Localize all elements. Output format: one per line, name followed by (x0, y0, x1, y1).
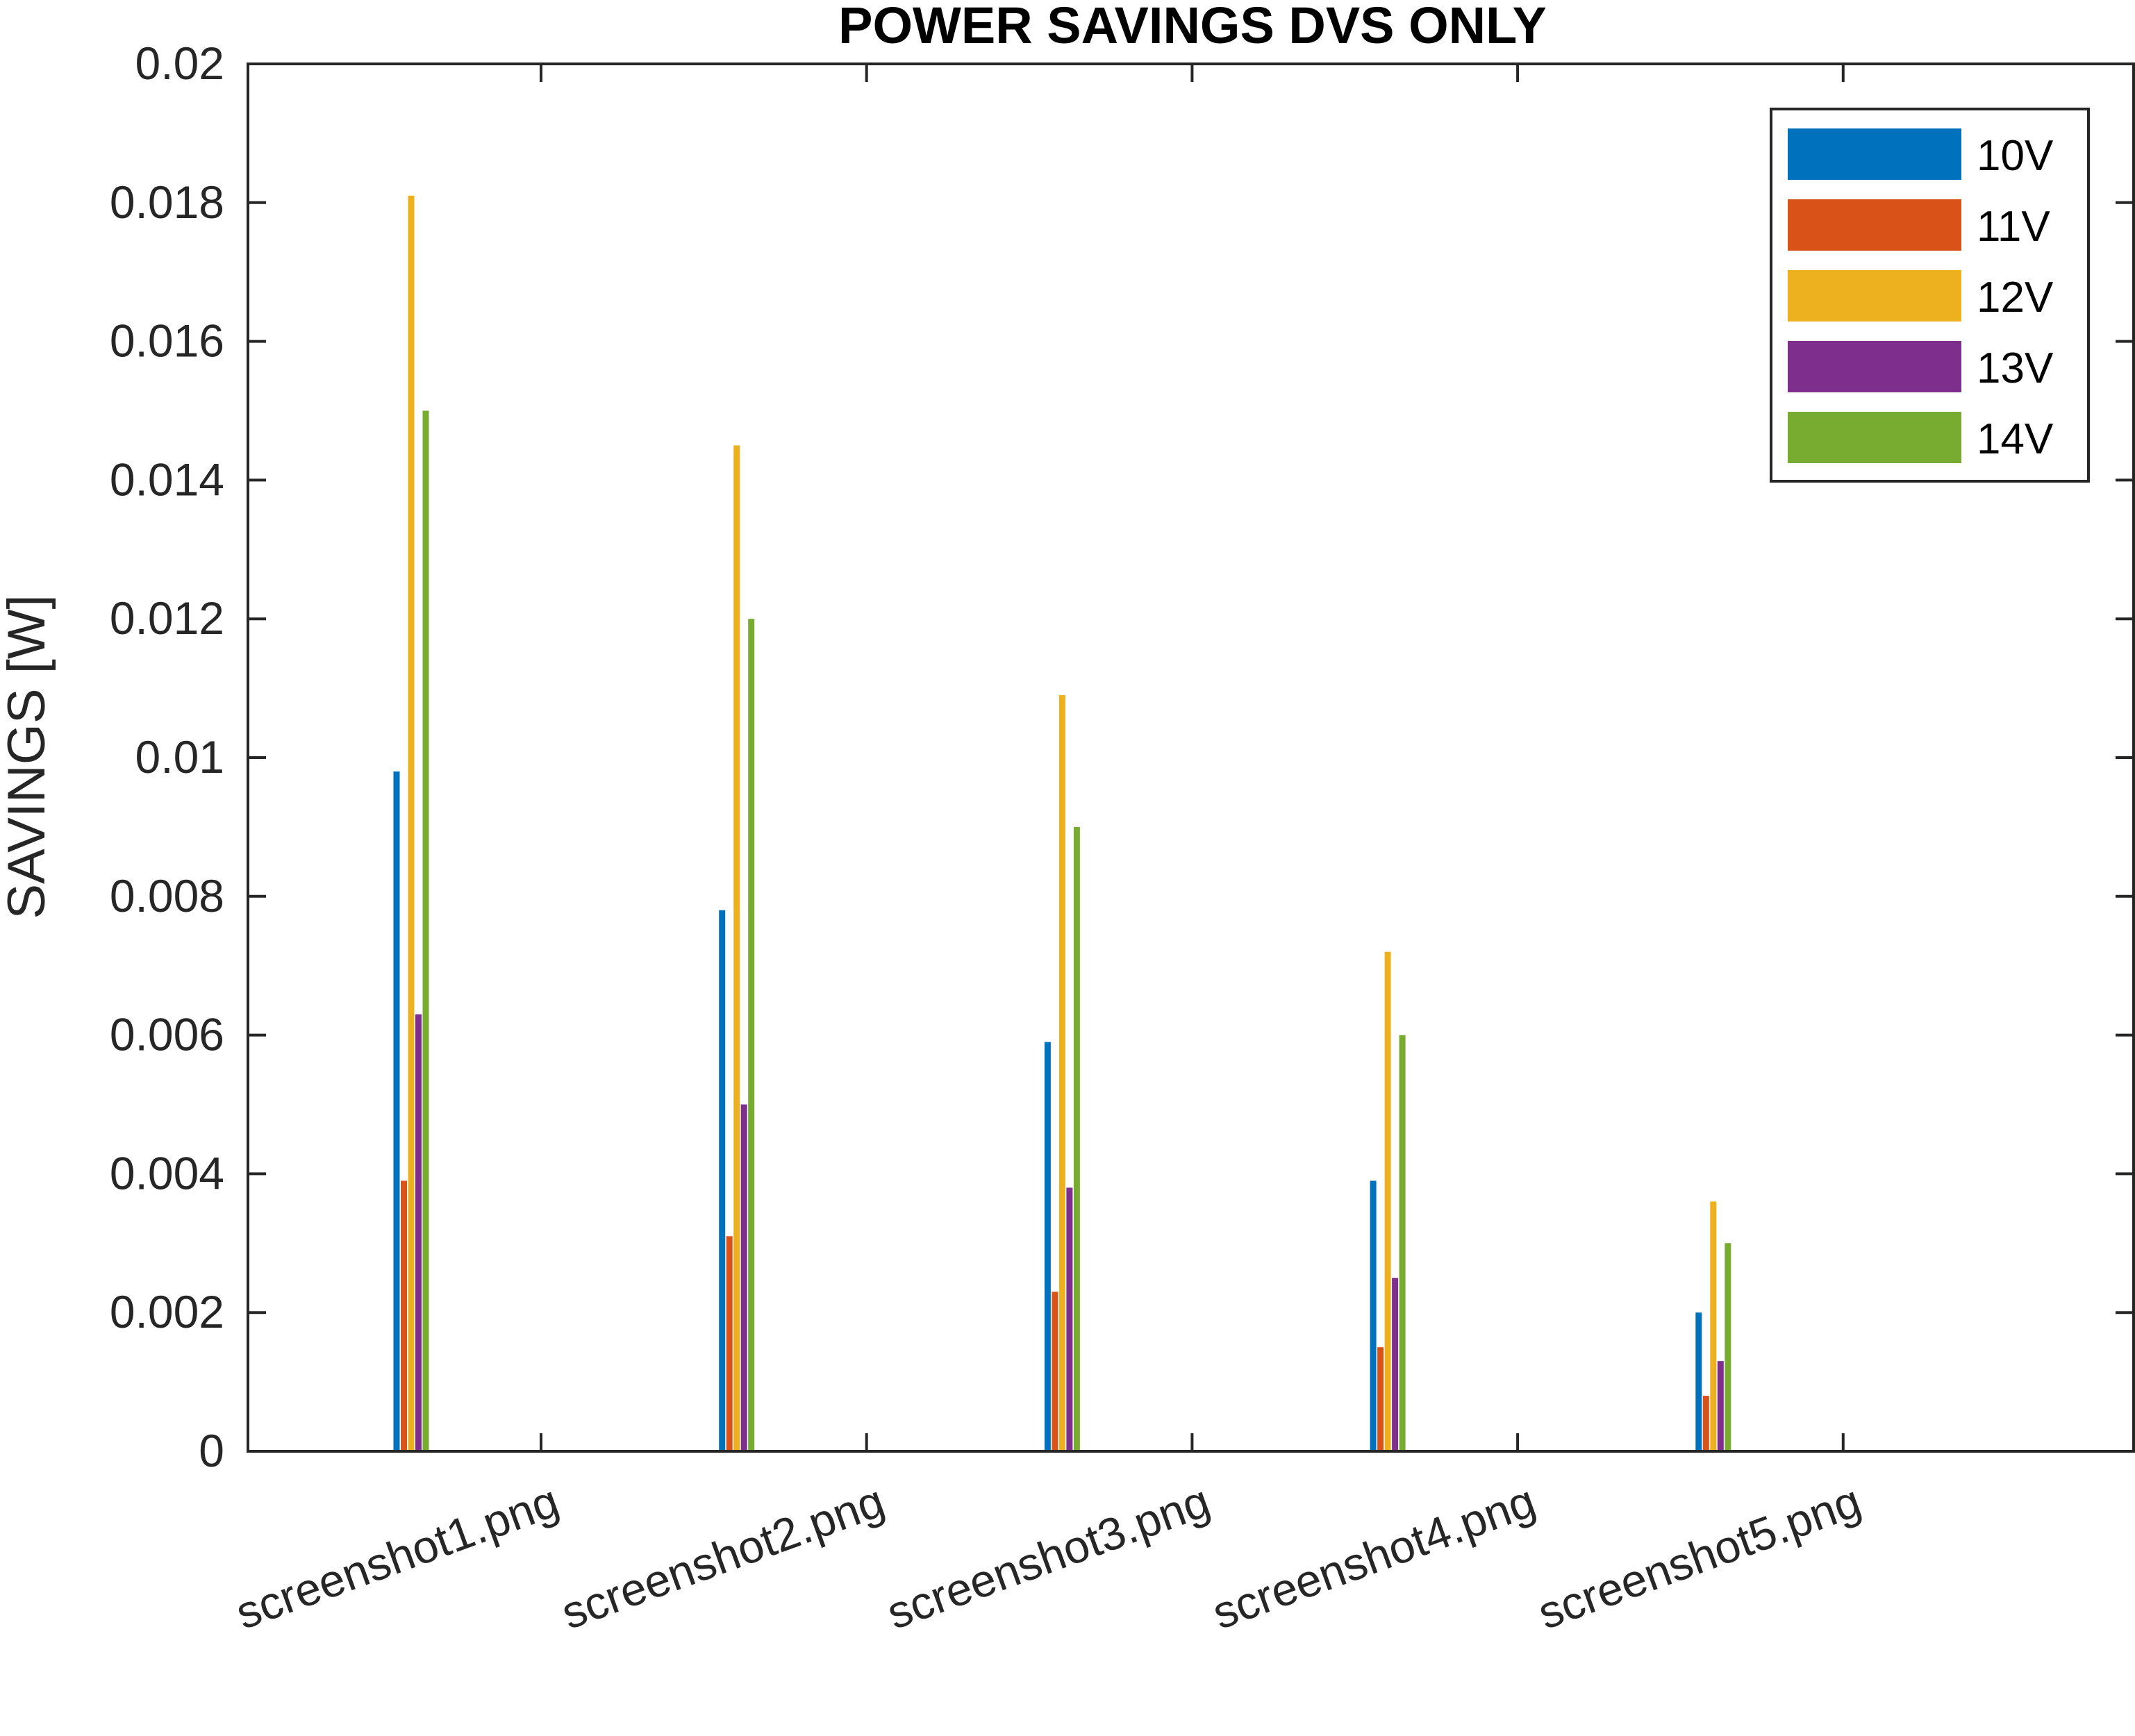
bar (1066, 1187, 1073, 1451)
y-tick-label: 0.008 (110, 870, 224, 921)
legend-label: 13V (1977, 344, 2054, 392)
y-tick-label: 0.018 (110, 176, 224, 228)
y-tick-label: 0.016 (110, 315, 224, 367)
bar (1370, 1180, 1377, 1451)
legend-swatch (1788, 412, 1961, 463)
bars-layer (393, 195, 1731, 1452)
bar (719, 910, 726, 1451)
y-tick-label: 0.002 (110, 1286, 224, 1337)
bar (1377, 1347, 1384, 1451)
x-tick-label: screenshot5.png (1531, 1475, 1868, 1639)
bar (408, 195, 415, 1451)
bar (1052, 1292, 1058, 1451)
bar (1392, 1278, 1399, 1451)
bar (733, 445, 740, 1452)
legend-swatch (1788, 341, 1961, 392)
legend-label: 10V (1977, 132, 2054, 180)
bar (1695, 1312, 1702, 1451)
x-tick-label: screenshot1.png (229, 1475, 565, 1639)
legend-label: 11V (1977, 203, 2050, 251)
x-tick-label: screenshot3.png (880, 1475, 1216, 1639)
y-tick-label: 0.014 (110, 453, 224, 505)
y-axis-label: SAVINGS [W] (0, 594, 56, 919)
y-tick-label: 0.02 (135, 37, 224, 89)
bar (1702, 1396, 1709, 1451)
legend-label: 14V (1977, 415, 2054, 463)
bar (401, 1180, 407, 1451)
bar (393, 771, 400, 1451)
y-tick-label: 0.01 (135, 731, 224, 783)
x-tick-label: screenshot2.png (555, 1475, 891, 1639)
bar (415, 1014, 422, 1451)
bar (1717, 1361, 1724, 1451)
bar (1399, 1035, 1406, 1451)
bar (1044, 1042, 1051, 1451)
legend-label: 12V (1977, 274, 2054, 322)
bar (748, 619, 755, 1452)
bar (1710, 1201, 1717, 1451)
bar (726, 1236, 733, 1451)
legend-swatch (1788, 270, 1961, 322)
chart-title: POWER SAVINGS DVS ONLY (838, 0, 1547, 54)
legend: 10V 11V 12V 13V 14V (1770, 108, 2090, 483)
y-tick-label: 0.004 (110, 1147, 224, 1199)
legend-swatch (1788, 128, 1961, 180)
x-tick-label: screenshot4.png (1206, 1475, 1542, 1639)
legend-swatch (1788, 199, 1961, 251)
bar (422, 410, 429, 1451)
y-tick-label: 0.012 (110, 592, 224, 644)
bar (1384, 951, 1391, 1451)
y-tick-label: 0 (199, 1425, 224, 1476)
bar (740, 1104, 747, 1451)
bar (1058, 695, 1065, 1451)
bar (1073, 826, 1080, 1451)
y-tick-label: 0.006 (110, 1009, 224, 1060)
bar (1725, 1243, 1731, 1451)
